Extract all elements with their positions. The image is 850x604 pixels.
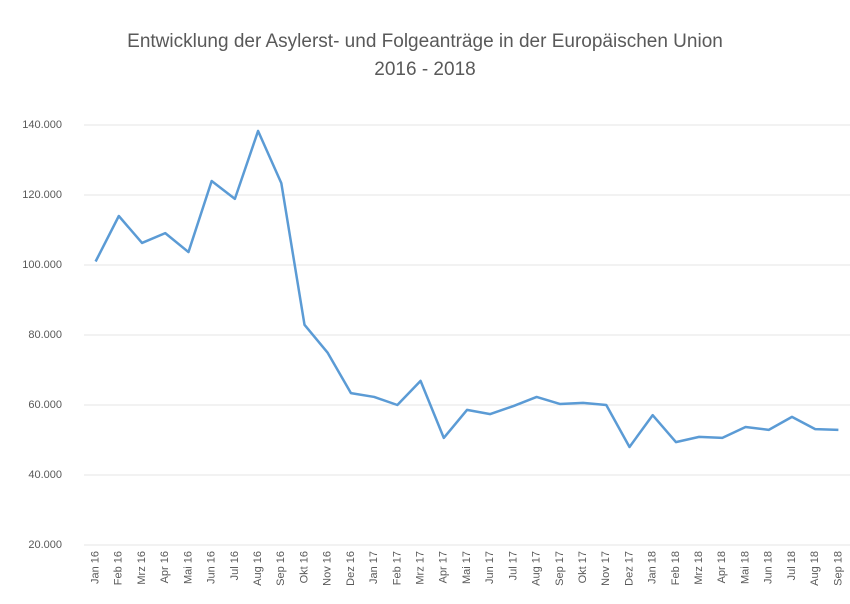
y-tick-label: 80.000 xyxy=(28,329,62,341)
x-tick-label: Feb 17 xyxy=(391,551,403,585)
data-line xyxy=(94,129,839,449)
x-tick-label: Sep 18 xyxy=(832,551,844,586)
x-tick-label: Jul 17 xyxy=(507,551,519,580)
x-tick-label: Dez 16 xyxy=(345,551,357,586)
x-tick-label: Aug 17 xyxy=(531,551,543,586)
x-tick-label: Aug 16 xyxy=(252,551,264,586)
x-tick-label: Apr 17 xyxy=(438,551,450,583)
x-tick-label: Feb 16 xyxy=(113,551,125,585)
y-tick-label: 40.000 xyxy=(28,469,62,481)
x-tick-label: Jun 16 xyxy=(206,551,218,584)
x-tick-label: Sep 16 xyxy=(275,551,287,586)
x-tick-label: Nov 16 xyxy=(322,551,334,586)
x-tick-label: Mrz 18 xyxy=(693,551,705,585)
x-tick-label: Jul 16 xyxy=(229,551,241,580)
x-tick-label: Jan 16 xyxy=(90,551,102,584)
y-tick-label: 100.000 xyxy=(22,259,62,271)
x-tick-label: Mai 16 xyxy=(182,551,194,584)
x-tick-label: Dez 17 xyxy=(623,551,635,586)
chart-subtitle: 2016 - 2018 xyxy=(374,59,476,80)
x-tick-label: Mai 18 xyxy=(739,551,751,584)
x-tick-label: Okt 16 xyxy=(298,551,310,583)
x-tick-label: Apr 18 xyxy=(716,551,728,583)
x-tick-label: Mrz 16 xyxy=(136,551,148,585)
x-tick-label: Jan 17 xyxy=(368,551,380,584)
x-tick-label: Mai 17 xyxy=(461,551,473,584)
y-tick-label: 120.000 xyxy=(22,189,62,201)
x-tick-label: Okt 17 xyxy=(577,551,589,583)
y-tick-label: 60.000 xyxy=(28,399,62,411)
x-tick-label: Jul 18 xyxy=(786,551,798,580)
x-tick-label: Jan 18 xyxy=(647,551,659,584)
title-block: Entwicklung der Asylerst- und Folgeanträ… xyxy=(100,28,750,84)
y-tick-label: 140.000 xyxy=(22,119,62,131)
y-tick-label: 20.000 xyxy=(28,539,62,551)
x-tick-label: Aug 18 xyxy=(809,551,821,586)
x-tick-label: Jun 17 xyxy=(484,551,496,584)
x-tick-label: Mrz 17 xyxy=(414,551,426,585)
x-tick-label: Sep 17 xyxy=(554,551,566,586)
chart-title: Entwicklung der Asylerst- und Folgeanträ… xyxy=(127,31,723,52)
x-tick-label: Jun 18 xyxy=(763,551,775,584)
x-tick-label: Feb 18 xyxy=(670,551,682,585)
x-tick-label: Nov 17 xyxy=(600,551,612,586)
x-tick-label: Apr 16 xyxy=(159,551,171,583)
